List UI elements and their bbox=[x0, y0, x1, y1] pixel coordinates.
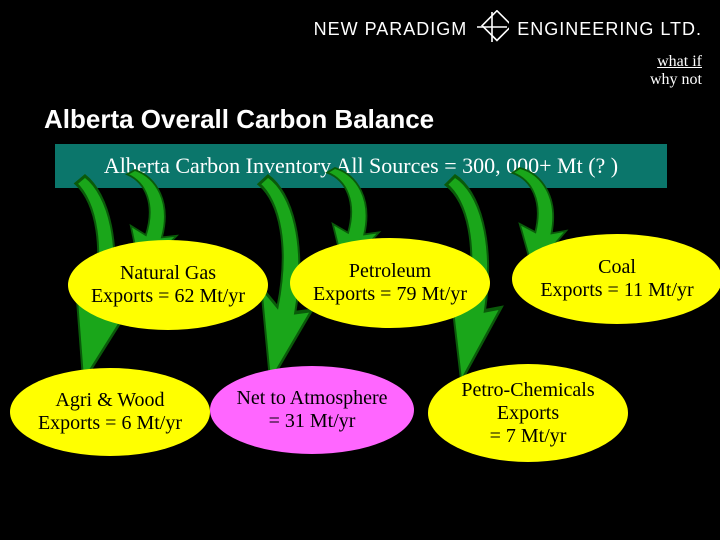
node-net-atmosphere: Net to Atmosphere = 31 Mt/yr bbox=[210, 366, 414, 454]
node-value-2: = 7 Mt/yr bbox=[461, 425, 594, 448]
brand-left: NEW PARADIGM bbox=[314, 19, 468, 40]
node-label: Agri & Wood bbox=[38, 389, 182, 412]
node-value: Exports = 11 Mt/yr bbox=[540, 279, 693, 302]
node-value: = 31 Mt/yr bbox=[236, 410, 387, 433]
node-value: Exports bbox=[461, 402, 594, 425]
node-label: Net to Atmosphere bbox=[236, 387, 387, 410]
node-label: Coal bbox=[540, 256, 693, 279]
tagline-whatif: what if bbox=[650, 53, 702, 71]
brand-header: NEW PARADIGM ENGINEERING LTD. what if wh… bbox=[314, 10, 702, 88]
logo-icon bbox=[475, 10, 509, 49]
node-value: Exports = 79 Mt/yr bbox=[313, 283, 467, 306]
node-petro-chemicals: Petro-Chemicals Exports = 7 Mt/yr bbox=[428, 364, 628, 462]
tagline-whynot: why not bbox=[650, 71, 702, 89]
node-value: Exports = 6 Mt/yr bbox=[38, 412, 182, 435]
node-label: Petro-Chemicals bbox=[461, 379, 594, 402]
node-label: Petroleum bbox=[313, 260, 467, 283]
node-petroleum: Petroleum Exports = 79 Mt/yr bbox=[290, 238, 490, 328]
inventory-source-bar: Alberta Carbon Inventory All Sources = 3… bbox=[55, 144, 667, 188]
brand-row: NEW PARADIGM ENGINEERING LTD. bbox=[314, 10, 702, 49]
node-agri-wood: Agri & Wood Exports = 6 Mt/yr bbox=[10, 368, 210, 456]
inventory-text: Alberta Carbon Inventory All Sources = 3… bbox=[104, 153, 618, 179]
brand-tagline: what if why not bbox=[650, 53, 702, 88]
brand-right: ENGINEERING LTD. bbox=[517, 19, 702, 40]
slide-title: Alberta Overall Carbon Balance bbox=[44, 104, 434, 135]
node-natural-gas: Natural Gas Exports = 62 Mt/yr bbox=[68, 240, 268, 330]
node-coal: Coal Exports = 11 Mt/yr bbox=[512, 234, 720, 324]
node-value: Exports = 62 Mt/yr bbox=[91, 285, 245, 308]
node-label: Natural Gas bbox=[91, 262, 245, 285]
